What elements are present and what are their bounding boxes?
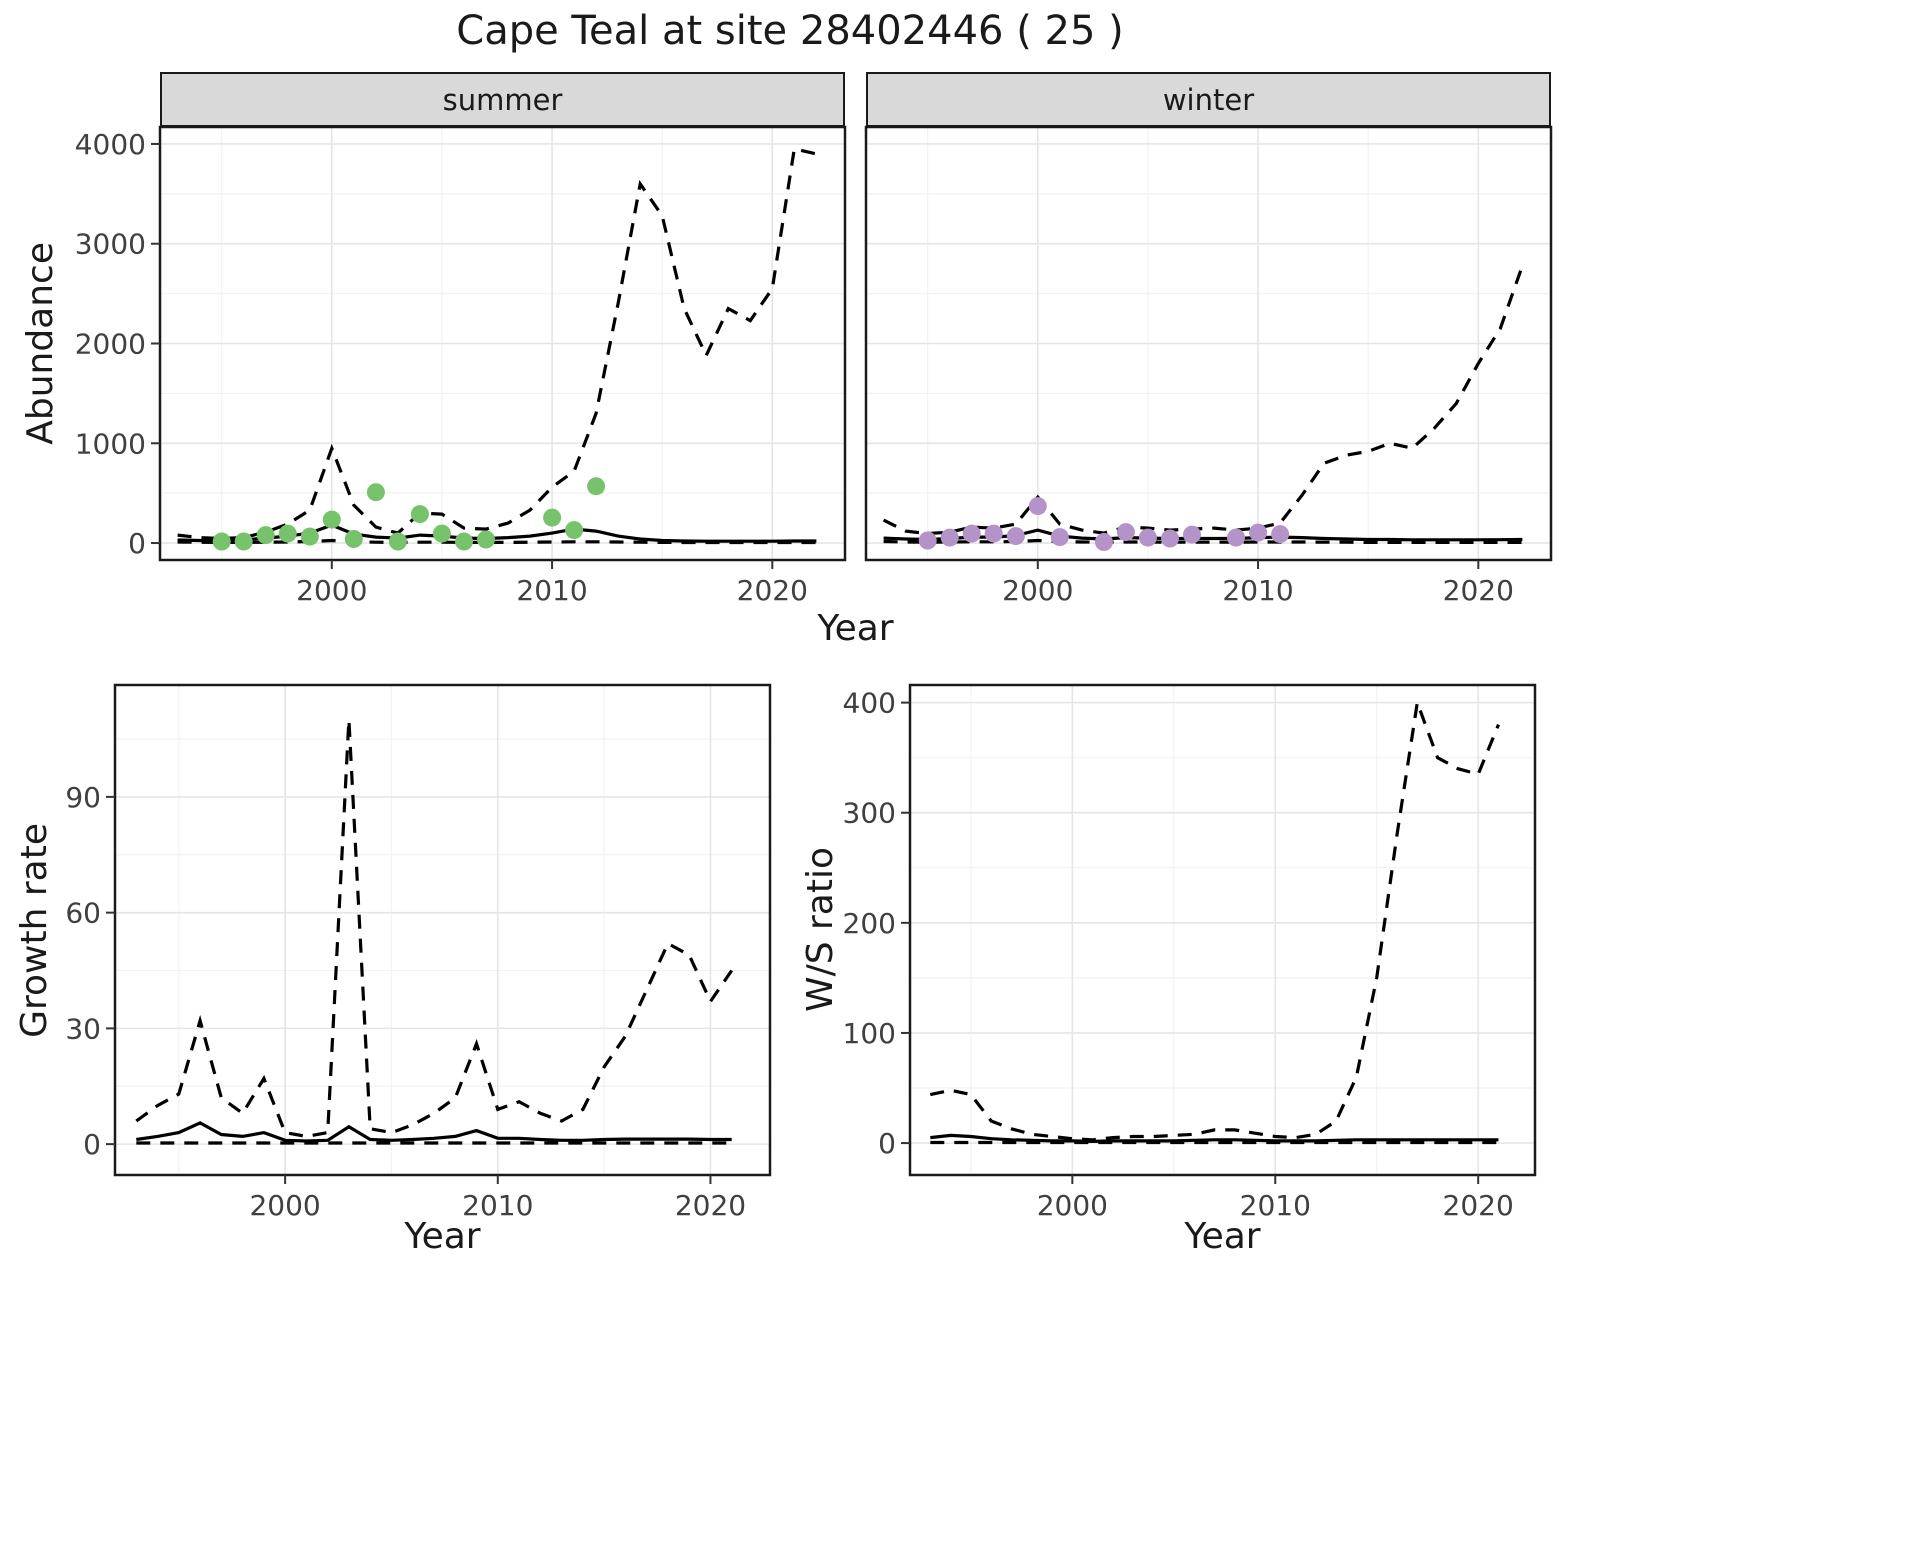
data-point-observed_counts xyxy=(212,532,231,551)
series-upper_ci xyxy=(135,719,734,1139)
data-point-observed_counts xyxy=(962,524,981,543)
facet-strip-winter: winter xyxy=(866,72,1551,127)
data-point-observed_counts xyxy=(388,532,407,551)
data-point-observed_counts xyxy=(1271,525,1290,544)
data-point-observed_counts xyxy=(1028,497,1047,516)
data-point-observed_counts xyxy=(344,530,363,548)
y-axis-title-ws-ratio-text: W/S ratio xyxy=(799,847,841,1013)
x-tick-label: 2000 xyxy=(1002,574,1073,607)
data-point-observed_counts xyxy=(300,527,319,546)
y-axis-title-growth-rate-text: Growth rate xyxy=(13,822,55,1038)
y-tick-label: 200 xyxy=(843,907,896,940)
y-tick-label: 100 xyxy=(843,1017,896,1050)
data-point-observed_counts xyxy=(366,483,385,502)
data-point-observed_counts xyxy=(278,524,297,543)
data-point-observed_counts xyxy=(565,521,584,540)
y-tick-label: 0 xyxy=(83,1128,101,1161)
data-point-observed_counts xyxy=(1006,527,1025,546)
data-point-observed_counts xyxy=(1138,528,1157,547)
series-fit xyxy=(930,1133,1499,1144)
data-point-observed_counts xyxy=(234,532,253,551)
data-point-observed_counts xyxy=(322,510,341,529)
data-point-observed_counts xyxy=(543,508,562,527)
y-tick-label: 3000 xyxy=(75,228,146,261)
data-point-observed_counts xyxy=(1249,523,1268,542)
y-tick-label: 2000 xyxy=(75,328,146,361)
panel-abundance-summer: 2000 2010 2020 0 1000 2000 3000 4000 xyxy=(75,125,847,607)
x-tick-label: 2010 xyxy=(516,574,587,607)
data-point-observed_counts xyxy=(477,530,495,549)
panel-border xyxy=(908,683,1537,1177)
data-point-observed_counts xyxy=(256,526,275,545)
y-tick-label: 1000 xyxy=(75,427,146,460)
x-axis-title-bottom-left: Year xyxy=(404,1216,481,1257)
panel-border xyxy=(113,683,772,1177)
series-upper_ci xyxy=(929,702,1500,1142)
data-point-observed_counts xyxy=(1116,523,1135,542)
data-point-observed_counts xyxy=(918,531,937,550)
y-tick-label: 60 xyxy=(65,897,101,930)
y-axis-title-ws-ratio: W/S ratio xyxy=(798,685,842,1175)
x-tick-label: 2000 xyxy=(249,1189,320,1222)
data-point-observed_counts xyxy=(940,528,959,547)
y-tick-label: 30 xyxy=(65,1012,101,1045)
y-tick-label: 0 xyxy=(878,1127,896,1160)
data-point-observed_counts xyxy=(1050,528,1069,547)
panel-growth-rate: 2000 2010 2020 0 30 60 90 xyxy=(65,683,772,1222)
data-point-observed_counts xyxy=(410,505,429,524)
x-tick-label: 2000 xyxy=(296,574,367,607)
x-tick-label: 2020 xyxy=(737,574,808,607)
data-point-observed_counts xyxy=(1161,529,1179,548)
data-point-observed_counts xyxy=(1227,528,1245,547)
x-tick-label: 2000 xyxy=(1037,1189,1108,1222)
data-point-observed_counts xyxy=(984,524,1003,543)
data-point-observed_counts xyxy=(587,477,606,496)
data-point-observed_counts xyxy=(432,524,451,543)
series-fit xyxy=(136,1121,732,1143)
plot-title: Cape Teal at site 28402446 ( 25 ) xyxy=(456,8,1124,54)
panel-ws-ratio: 2000 2010 2020 0 100 200 300 400 xyxy=(843,683,1537,1222)
y-tick-label: 300 xyxy=(843,797,896,830)
y-tick-label: 400 xyxy=(843,687,896,720)
x-axis-title-bottom-right: Year xyxy=(1184,1216,1261,1257)
panel-abundance-winter: 2000 2010 2020 xyxy=(864,125,1553,607)
data-point-observed_counts xyxy=(455,532,473,551)
facet-strip-summer: summer xyxy=(160,72,845,127)
y-tick-label: 90 xyxy=(65,781,101,814)
facet-strip-winter-label: winter xyxy=(1162,82,1255,117)
x-tick-label: 2010 xyxy=(462,1189,533,1222)
x-tick-label: 2010 xyxy=(1240,1189,1311,1222)
x-tick-label: 2020 xyxy=(675,1189,746,1222)
y-axis-title-abundance: Abundance xyxy=(18,127,62,560)
y-axis-title-abundance-text: Abundance xyxy=(19,242,61,445)
x-tick-label: 2020 xyxy=(1443,1189,1514,1222)
x-axis-title-top: Year xyxy=(817,608,894,649)
facet-strip-summer-label: summer xyxy=(442,82,563,117)
x-tick-label: 2020 xyxy=(1443,574,1514,607)
x-tick-label: 2010 xyxy=(1222,574,1293,607)
data-point-observed_counts xyxy=(1183,525,1201,544)
y-tick-label: 4000 xyxy=(75,128,146,161)
panel-border xyxy=(864,125,1553,562)
y-axis-title-growth-rate: Growth rate xyxy=(12,685,56,1175)
y-tick-label: 0 xyxy=(128,527,146,560)
data-point-observed_counts xyxy=(1094,533,1113,551)
